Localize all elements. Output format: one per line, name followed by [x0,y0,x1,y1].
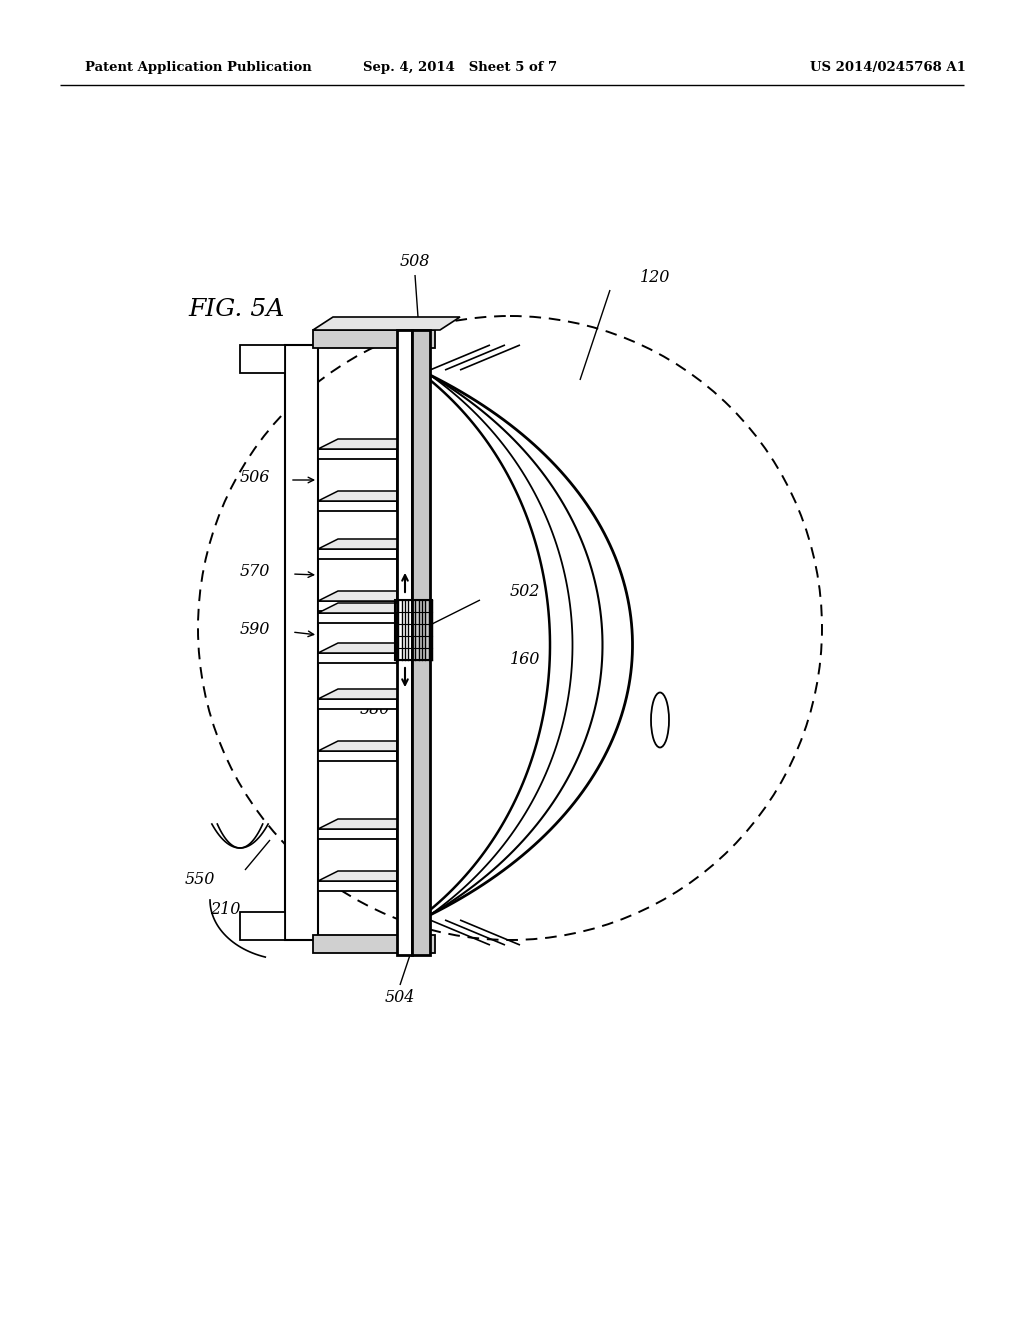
Polygon shape [318,700,397,709]
Polygon shape [318,591,417,601]
Text: FIG. 5A: FIG. 5A [188,298,285,322]
Text: 580: 580 [359,701,390,718]
Text: 502: 502 [510,583,541,601]
Polygon shape [318,491,417,502]
Ellipse shape [651,693,669,747]
FancyBboxPatch shape [397,829,407,891]
Text: 508: 508 [399,253,430,271]
Polygon shape [318,643,417,653]
Polygon shape [313,317,460,330]
Polygon shape [318,601,397,611]
Text: 504: 504 [385,990,415,1006]
FancyBboxPatch shape [397,549,407,611]
Polygon shape [318,502,397,511]
FancyBboxPatch shape [397,700,407,762]
Polygon shape [318,549,397,558]
FancyBboxPatch shape [240,912,285,940]
Text: US 2014/0245768 A1: US 2014/0245768 A1 [810,62,966,74]
Text: 120: 120 [640,268,671,285]
Text: 550: 550 [184,871,215,888]
Polygon shape [407,603,417,663]
Polygon shape [318,603,417,612]
Polygon shape [318,612,397,623]
Text: 160: 160 [510,652,541,668]
Polygon shape [318,653,397,663]
FancyBboxPatch shape [313,330,435,348]
FancyBboxPatch shape [412,330,430,954]
Polygon shape [407,818,417,891]
Polygon shape [318,689,417,700]
Polygon shape [318,741,417,751]
Text: Patent Application Publication: Patent Application Publication [85,62,311,74]
Polygon shape [318,449,397,459]
Polygon shape [318,818,417,829]
Polygon shape [318,440,417,449]
FancyBboxPatch shape [397,449,407,511]
FancyBboxPatch shape [240,345,285,374]
FancyBboxPatch shape [397,612,407,663]
Text: Sep. 4, 2014   Sheet 5 of 7: Sep. 4, 2014 Sheet 5 of 7 [362,62,557,74]
Polygon shape [407,539,417,611]
FancyBboxPatch shape [313,935,435,953]
Text: 210: 210 [210,902,241,919]
Polygon shape [318,751,397,762]
Polygon shape [318,880,397,891]
FancyBboxPatch shape [397,330,412,954]
Polygon shape [318,829,397,840]
Text: 506: 506 [240,470,270,487]
Polygon shape [318,539,417,549]
Polygon shape [407,440,417,511]
Text: 570: 570 [240,564,270,581]
Polygon shape [407,689,417,762]
Polygon shape [318,871,417,880]
FancyBboxPatch shape [285,345,318,940]
Text: 590: 590 [240,622,270,639]
